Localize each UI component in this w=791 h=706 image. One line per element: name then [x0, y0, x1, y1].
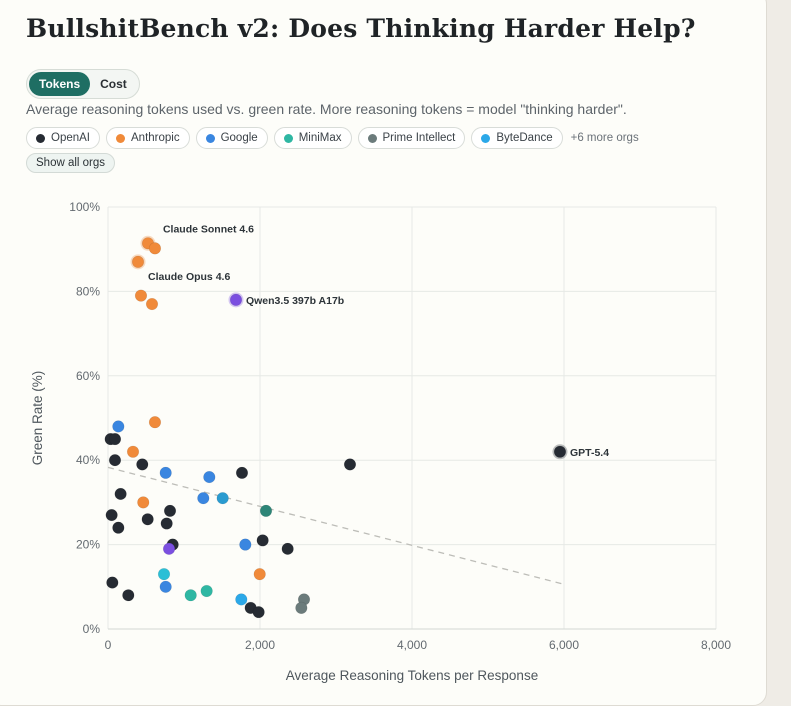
org-chip-label: Anthropic: [131, 132, 180, 144]
show-all-orgs-button[interactable]: Show all orgs: [26, 153, 116, 173]
data-point: [108, 433, 122, 446]
data-point: [200, 584, 213, 598]
data-point: [122, 589, 135, 602]
data-point: [184, 589, 197, 602]
data-point: [203, 470, 216, 484]
data-point: [114, 487, 127, 501]
tab-cost[interactable]: Cost: [100, 77, 127, 91]
y-tick-label: 0%: [83, 622, 101, 636]
data-point: [259, 504, 273, 517]
data-point: [141, 513, 154, 526]
y-tick-label: 40%: [76, 453, 100, 467]
data-point: [163, 504, 177, 517]
data-point: [136, 458, 149, 471]
org-color-dot: [36, 133, 45, 143]
data-point: [148, 416, 162, 429]
data-point: [235, 466, 249, 479]
org-chip-anthropic[interactable]: Anthropic: [106, 127, 190, 149]
x-tick-label: 4,000: [397, 638, 427, 652]
org-chip-prime-intellect[interactable]: Prime Intellect: [357, 127, 466, 149]
org-chip-google[interactable]: Google: [195, 127, 268, 149]
x-tick-label: 0: [105, 638, 112, 652]
data-point: [105, 508, 118, 522]
chart-card: [0, 0, 767, 706]
data-point: [252, 606, 265, 619]
x-tick-label: 6,000: [549, 638, 579, 652]
data-point: [553, 445, 567, 458]
more-orgs-link[interactable]: +6 more orgs: [570, 132, 639, 144]
x-tick-label: 2,000: [245, 638, 275, 652]
y-tick-label: 60%: [76, 369, 100, 383]
chart-subtitle: Average reasoning tokens used vs. green …: [26, 101, 627, 117]
data-point: [253, 568, 266, 581]
org-chip-minimax[interactable]: MiniMax: [273, 127, 352, 149]
x-tick-label: 8,000: [701, 638, 731, 652]
org-color-dot: [481, 133, 491, 143]
org-color-dot: [367, 133, 377, 143]
data-point: [157, 568, 171, 581]
data-point: [145, 297, 159, 311]
data-point: [148, 242, 162, 255]
org-chip-openai[interactable]: OpenAI: [26, 127, 100, 149]
data-point: [112, 420, 125, 433]
org-chip-label: OpenAI: [51, 132, 90, 144]
data-point: [106, 576, 119, 589]
tab-tokens[interactable]: Tokens: [29, 72, 91, 96]
page-title: BullshitBench v2: Does Thinking Harder H…: [26, 14, 696, 43]
data-point: [256, 534, 269, 547]
point-label: GPT-5.4: [570, 447, 609, 459]
data-point: [162, 542, 176, 555]
y-tick-label: 20%: [76, 538, 100, 552]
data-point: [126, 445, 140, 458]
point-label: Qwen3.5 397b A17b: [246, 295, 344, 307]
data-point: [281, 542, 294, 555]
org-chip-label: MiniMax: [298, 132, 342, 144]
data-point: [216, 492, 229, 505]
data-point: [197, 492, 210, 505]
data-point: [137, 496, 150, 509]
data-point: [131, 255, 145, 268]
org-color-dot: [205, 133, 215, 143]
data-point: [160, 517, 173, 530]
org-color-dot: [116, 133, 125, 143]
data-point: [295, 601, 308, 615]
data-point: [159, 466, 172, 479]
data-point: [108, 454, 122, 467]
y-axis-title: Green Rate (%): [30, 371, 45, 466]
point-label: Claude Opus 4.6: [148, 271, 230, 283]
data-point: [134, 289, 148, 302]
data-point: [229, 293, 243, 306]
data-point: [112, 521, 125, 534]
y-tick-label: 100%: [69, 200, 100, 214]
y-tick-label: 80%: [76, 284, 100, 298]
org-filter-chips: OpenAI Anthropic Google MiniMax Prime Intell…: [26, 127, 639, 149]
org-color-dot: [283, 133, 293, 143]
x-axis-title: Average Reasoning Tokens per Response: [286, 668, 538, 683]
data-point: [235, 593, 248, 606]
data-point: [343, 458, 357, 471]
org-chip-label: ByteDance: [496, 132, 553, 144]
org-chip-bytedance[interactable]: ByteDance: [471, 127, 563, 149]
metric-toggle: Tokens Cost: [26, 69, 140, 99]
org-chip-label: Prime Intellect: [382, 132, 456, 144]
trend-line: [107, 466, 565, 585]
data-point: [239, 538, 252, 551]
data-point: [159, 580, 172, 593]
point-label: Claude Sonnet 4.6: [163, 223, 254, 235]
org-chip-label: Google: [220, 132, 258, 144]
